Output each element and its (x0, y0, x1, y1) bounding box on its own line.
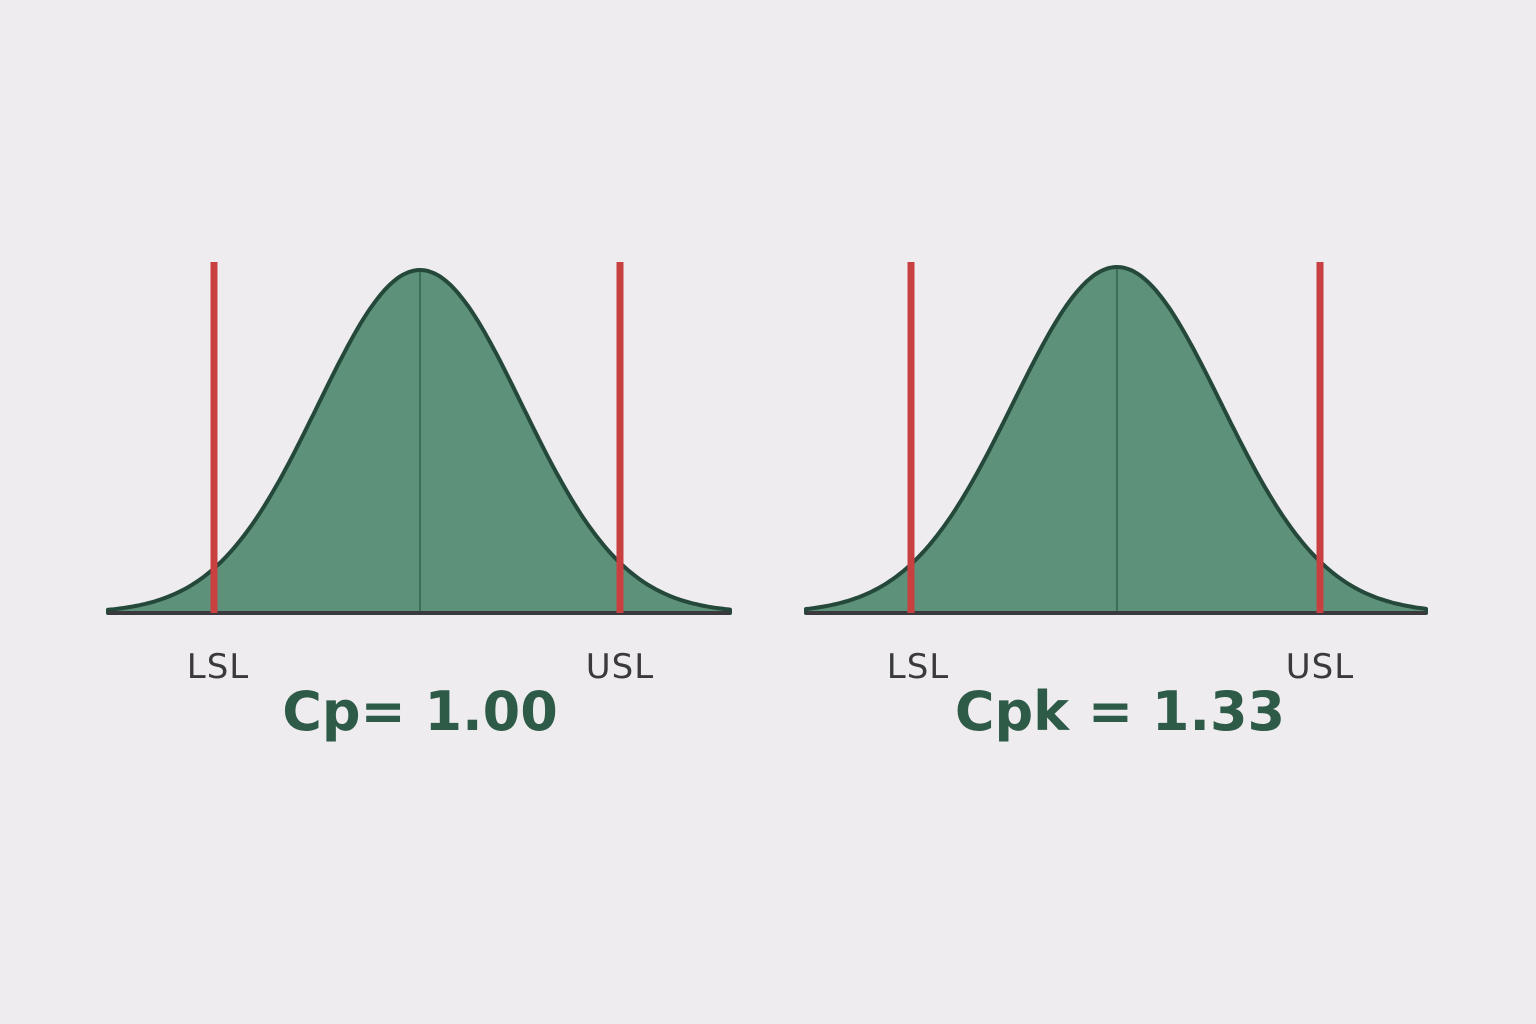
cpk-value-label: Cpk = 1.33 (955, 680, 1285, 743)
panel-cp: LSL USL Cp= 1.00 (106, 262, 732, 743)
cp-value-label: Cp= 1.00 (282, 680, 558, 743)
lsl-label: LSL (887, 647, 949, 687)
usl-label: USL (586, 647, 654, 687)
panel-cpk: LSL USL Cpk = 1.33 (804, 262, 1428, 743)
lsl-label: LSL (187, 647, 249, 687)
usl-label: USL (1286, 647, 1354, 687)
